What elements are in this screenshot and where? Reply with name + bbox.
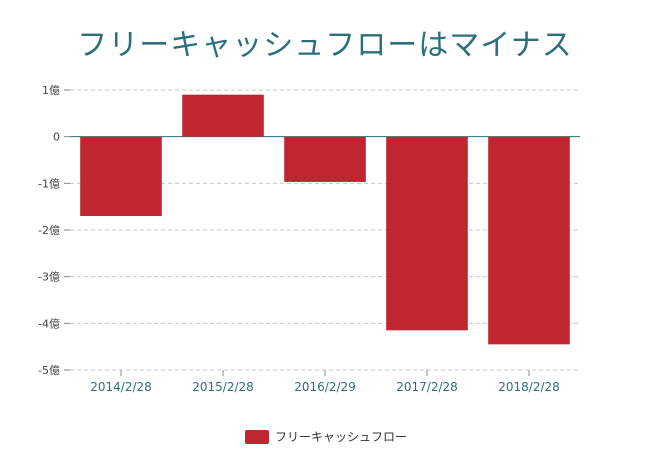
y-tick-label: -3億 <box>38 271 60 284</box>
bar <box>284 136 366 182</box>
legend-swatch <box>245 430 269 444</box>
bars <box>80 94 570 345</box>
x-tick-label: 2014/2/28 <box>90 380 152 394</box>
y-axis: 1億 0 -1億 -2億 -3億 -4億 -5億 <box>38 84 70 377</box>
y-tick-label: -1億 <box>38 177 60 190</box>
bar <box>182 94 264 137</box>
x-axis: 2014/2/28 2015/2/28 2016/2/29 2017/2/28 2018… <box>90 370 560 394</box>
bar <box>80 136 162 216</box>
bar <box>386 136 468 331</box>
x-tick-label: 2015/2/28 <box>192 380 254 394</box>
bar <box>488 136 570 345</box>
legend: フリーキャッシュフロー <box>245 430 407 444</box>
x-tick-label: 2017/2/28 <box>396 380 458 394</box>
y-tick-label: 0 <box>53 131 60 144</box>
legend-label: フリーキャッシュフロー <box>275 430 407 444</box>
y-tick-label: 1億 <box>42 84 60 97</box>
chart-title: フリーキャッシュフローはマイナス <box>77 28 573 63</box>
y-tick-label: -2億 <box>38 224 60 237</box>
y-tick-label: -4億 <box>38 317 60 330</box>
y-tick-label: -5億 <box>38 364 60 377</box>
x-tick-label: 2018/2/28 <box>498 380 560 394</box>
x-tick-label: 2016/2/29 <box>294 380 356 394</box>
